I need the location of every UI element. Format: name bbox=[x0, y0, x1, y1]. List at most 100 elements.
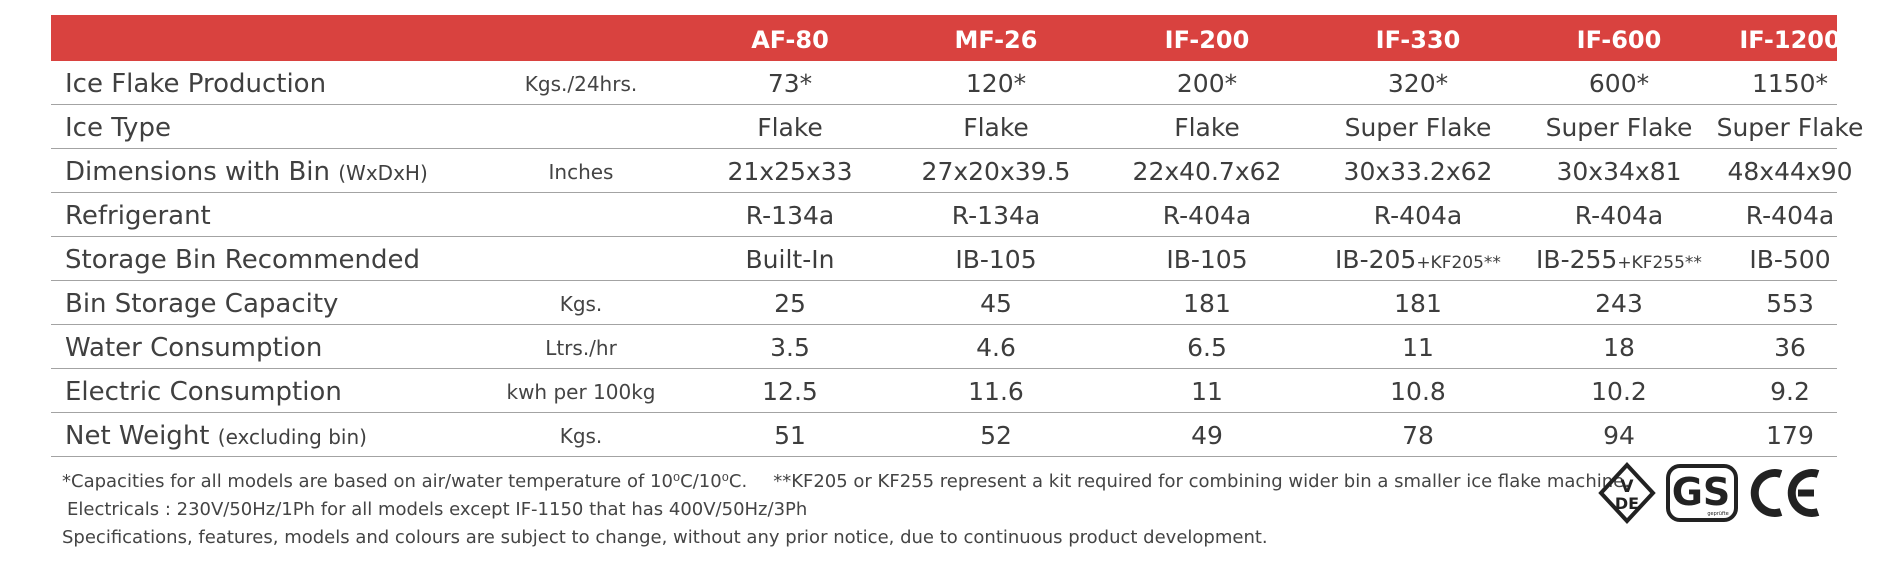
table-cell: 320* bbox=[1387, 69, 1449, 98]
table-cell: 11.6 bbox=[968, 377, 1024, 406]
row-label: Refrigerant bbox=[65, 201, 211, 231]
table-cell: 12.5 bbox=[762, 377, 818, 406]
table-cell: 18 bbox=[1603, 333, 1635, 362]
table-cell: 181 bbox=[1394, 289, 1442, 318]
svg-text:GS: GS bbox=[1672, 470, 1731, 514]
table-cell: 30x34x81 bbox=[1556, 157, 1682, 186]
table-cell: 120* bbox=[965, 69, 1027, 98]
spec-table: AF-80 MF-26 IF-200 IF-330 IF-600 IF-1200… bbox=[51, 15, 1863, 457]
row-label: Storage Bin Recommended bbox=[65, 245, 421, 275]
table-cell: Super Flake bbox=[1545, 113, 1693, 142]
model-header: AF-80 bbox=[751, 26, 829, 54]
table-cell: 73* bbox=[767, 69, 813, 98]
table-row: Ice Flake Production Kgs./24hrs. 73* 120… bbox=[51, 61, 1837, 105]
footnote-capacities: *Capacities for all models are based on … bbox=[62, 471, 1630, 492]
model-header: IF-1200 bbox=[1739, 26, 1841, 54]
table-cell: 243 bbox=[1595, 289, 1643, 318]
table-cell: 553 bbox=[1766, 289, 1814, 318]
row-label: Dimensions with Bin (WxDxH) bbox=[65, 157, 428, 187]
row-unit: Kgs. bbox=[559, 292, 603, 316]
model-header: IF-600 bbox=[1576, 26, 1662, 54]
table-cell: Flake bbox=[963, 113, 1029, 142]
table-cell: 36 bbox=[1774, 333, 1806, 362]
table-cell: 11 bbox=[1191, 377, 1223, 406]
table-cell: R-404a bbox=[1745, 201, 1835, 230]
footnotes: *Capacities for all models are based on … bbox=[62, 468, 1630, 552]
row-label: Net Weight (excluding bin) bbox=[65, 421, 367, 451]
table-cell: 9.2 bbox=[1770, 377, 1810, 406]
table-cell: R-134a bbox=[951, 201, 1041, 230]
table-cell: 200* bbox=[1176, 69, 1238, 98]
table-cell: 1150* bbox=[1751, 69, 1829, 98]
row-label: Bin Storage Capacity bbox=[65, 289, 339, 319]
footnote-specs: Specifications, features, models and col… bbox=[62, 527, 1268, 548]
table-cell: R-404a bbox=[1574, 201, 1664, 230]
row-unit: Ltrs./hr bbox=[545, 336, 617, 360]
table-cell: 25 bbox=[774, 289, 806, 318]
table-cell: 94 bbox=[1603, 421, 1635, 450]
table-cell: IB-105 bbox=[955, 245, 1037, 274]
footnote-kit: **KF205 or KF255 represent a kit require… bbox=[773, 471, 1630, 492]
table-row: Net Weight (excluding bin) Kgs. 51 52 49… bbox=[51, 413, 1837, 457]
table-cell: 45 bbox=[980, 289, 1012, 318]
table-cell: 3.5 bbox=[770, 333, 810, 362]
table-cell: 51 bbox=[774, 421, 806, 450]
table-cell: 22x40.7x62 bbox=[1132, 157, 1282, 186]
table-row: Ice Type Flake Flake Flake Super Flake S… bbox=[51, 105, 1863, 149]
table-cell: IB-205+KF205** bbox=[1335, 245, 1501, 274]
table-cell: 27x20x39.5 bbox=[921, 157, 1071, 186]
table-cell: 179 bbox=[1766, 421, 1814, 450]
row-unit: Kgs. bbox=[559, 424, 603, 448]
table-cell: 600* bbox=[1588, 69, 1650, 98]
table-cell: 10.2 bbox=[1591, 377, 1647, 406]
table-row: Electric Consumption kwh per 100kg 12.5 … bbox=[51, 369, 1837, 413]
gs-mark-icon: GS geprüfte bbox=[1666, 464, 1738, 522]
table-cell: 10.8 bbox=[1390, 377, 1446, 406]
table-row: Storage Bin Recommended Built-In IB-105 … bbox=[51, 237, 1837, 281]
table-cell: Built-In bbox=[745, 245, 835, 274]
table-row: Dimensions with Bin (WxDxH) Inches 21x25… bbox=[51, 149, 1853, 193]
table-cell: 4.6 bbox=[976, 333, 1016, 362]
vde-mark-icon: V DE bbox=[1598, 462, 1656, 524]
model-header: IF-200 bbox=[1164, 26, 1250, 54]
table-cell: Super Flake bbox=[1344, 113, 1492, 142]
table-row: Refrigerant R-134a R-134a R-404a R-404a … bbox=[51, 193, 1837, 237]
row-label: Water Consumption bbox=[65, 333, 323, 363]
svg-text:geprüfte: geprüfte bbox=[1707, 511, 1728, 517]
table-header: AF-80 MF-26 IF-200 IF-330 IF-600 IF-1200 bbox=[51, 15, 1841, 61]
table-cell: Super Flake bbox=[1716, 113, 1864, 142]
table-cell: IB-255+KF255** bbox=[1536, 245, 1702, 274]
row-label: Ice Flake Production bbox=[65, 69, 327, 99]
table-cell: R-404a bbox=[1373, 201, 1463, 230]
kit-note: +KF205** bbox=[1416, 253, 1501, 273]
row-unit: Inches bbox=[548, 160, 614, 184]
model-header: MF-26 bbox=[954, 26, 1038, 54]
table-cell: 6.5 bbox=[1187, 333, 1227, 362]
row-label: Electric Consumption bbox=[65, 377, 342, 407]
model-header: IF-330 bbox=[1375, 26, 1461, 54]
row-label-qualifier: (excluding bin) bbox=[217, 425, 367, 449]
table-cell: IB-105 bbox=[1166, 245, 1248, 274]
table-cell: IB-500 bbox=[1749, 245, 1831, 274]
table-cell: 78 bbox=[1402, 421, 1434, 450]
ce-mark-icon bbox=[1750, 469, 1820, 517]
table-row: Bin Storage Capacity Kgs. 25 45 181 181 … bbox=[51, 281, 1837, 325]
table-cell: R-404a bbox=[1162, 201, 1252, 230]
svg-text:DE: DE bbox=[1615, 494, 1639, 513]
kit-note: +KF255** bbox=[1617, 253, 1702, 273]
table-cell: 21x25x33 bbox=[727, 157, 853, 186]
row-unit: Kgs./24hrs. bbox=[524, 72, 638, 96]
table-cell: Flake bbox=[757, 113, 823, 142]
table-cell: Flake bbox=[1174, 113, 1240, 142]
footnote-electricals: Electricals : 230V/50Hz/1Ph for all mode… bbox=[67, 499, 808, 520]
row-label-qualifier: (WxDxH) bbox=[338, 161, 428, 185]
svg-text:V: V bbox=[1620, 477, 1634, 497]
table-cell: 49 bbox=[1191, 421, 1223, 450]
table-cell: 48x44x90 bbox=[1727, 157, 1853, 186]
certification-logos: V DE GS geprüfte bbox=[1598, 462, 1823, 526]
table-cell: R-134a bbox=[745, 201, 835, 230]
row-unit: kwh per 100kg bbox=[506, 380, 656, 404]
table-cell: 52 bbox=[980, 421, 1012, 450]
table-row: Water Consumption Ltrs./hr 3.5 4.6 6.5 1… bbox=[51, 325, 1837, 369]
table-cell: 181 bbox=[1183, 289, 1231, 318]
